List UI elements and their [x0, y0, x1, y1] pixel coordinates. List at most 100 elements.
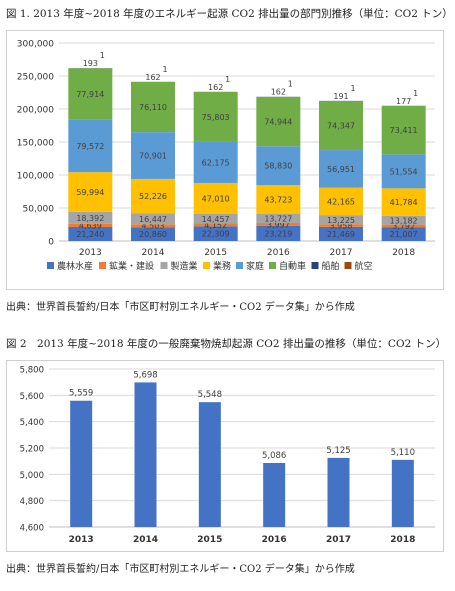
data-label: 13,225 — [327, 216, 355, 225]
data-label: 4,503 — [142, 222, 165, 231]
data-label: 18,392 — [76, 214, 104, 223]
bar-segment — [131, 81, 175, 133]
data-label: 21,240 — [76, 230, 104, 239]
legend-swatch — [311, 262, 319, 269]
data-label: 62,175 — [202, 158, 230, 167]
x-tick-label: 2017 — [330, 248, 353, 258]
bar-segment — [131, 227, 175, 241]
data-label: 16,447 — [139, 215, 167, 224]
stacked-bar-chart-svg: 0 50,000 100,000 150,000 200,000 250,000 300,0… — [17, 40, 435, 272]
bar-segment — [381, 224, 426, 228]
legend-swatch — [344, 262, 352, 269]
data-label: 21,007 — [390, 230, 418, 239]
data-label: 1 — [413, 89, 418, 98]
bar-segment — [193, 213, 238, 224]
bar-segment — [381, 227, 426, 241]
data-label: 5,698 — [133, 370, 157, 380]
data-label: 43,723 — [264, 196, 292, 205]
bar — [327, 457, 350, 527]
bar-segment — [68, 223, 113, 227]
legend-swatch — [99, 262, 106, 269]
legend-swatch — [236, 262, 243, 269]
figure-2-title: 図 2 2013 年度~2018 年度の一般廃棄物焼却起源 CO2 排出量の推移… — [6, 338, 447, 350]
data-label: 3,997 — [267, 220, 290, 229]
x-tick-label: 2018 — [390, 535, 415, 545]
x-tick-label: 2014 — [133, 535, 158, 545]
data-label: 5,559 — [69, 389, 93, 399]
bar — [70, 400, 93, 527]
bar-segment — [68, 211, 113, 224]
data-label: 77,914 — [76, 90, 104, 99]
bar-segment — [131, 224, 175, 228]
bar-segment — [381, 154, 426, 189]
bar-segment — [319, 224, 363, 227]
x-tick-label: 2014 — [142, 248, 165, 258]
bar-segment — [131, 213, 175, 225]
data-label: 4,639 — [79, 221, 102, 230]
bar-segment — [68, 172, 113, 212]
bar-segment — [193, 182, 238, 214]
data-label: 14,457 — [202, 215, 230, 224]
bar — [198, 402, 221, 527]
data-label: 21,469 — [327, 230, 355, 239]
x-tick-label: 2018 — [392, 248, 415, 258]
data-label: 5,086 — [262, 451, 286, 461]
bar-segment — [319, 150, 363, 188]
data-label: 191 — [333, 92, 348, 101]
data-label: 13,182 — [390, 216, 418, 225]
data-label: 58,830 — [264, 162, 292, 171]
legend-label: 業務 — [213, 260, 231, 272]
sector-emissions-stacked-bar-chart: 0 50,000 100,000 150,000 200,000 250,000 300,0… — [6, 30, 444, 290]
x-tick-label: 2013 — [79, 248, 102, 258]
bar-segment — [319, 215, 363, 225]
data-label: 3,958 — [330, 222, 353, 231]
data-label: 76,110 — [139, 103, 167, 112]
y-tick-label: 4,800 — [20, 497, 44, 507]
bar-segment — [319, 101, 363, 151]
data-label: 1 — [288, 80, 293, 89]
waste-incineration-bar-chart: 4,600 4,800 5,000 5,200 5,400 5,600 5,800 5,559… — [6, 360, 444, 552]
bar-segment — [381, 188, 426, 216]
data-label: 4,152 — [204, 221, 227, 230]
data-label: 1 — [162, 65, 167, 74]
data-label: 162 — [208, 83, 223, 92]
figure-1-source: 出典：世界首長誓約/日本「市区町村別エネルギー・CO2 データ集」から作成 — [6, 302, 355, 313]
data-label: 5,110 — [391, 448, 415, 458]
x-tick-label: 2017 — [326, 535, 351, 545]
legend-label: 製造業 — [171, 260, 198, 272]
data-label: 5,125 — [326, 446, 350, 456]
bar — [391, 459, 414, 527]
bar-segment — [68, 68, 113, 120]
legend-label: 家庭 — [246, 260, 264, 272]
bar-segment — [256, 146, 301, 186]
y-tick-label: 5,800 — [20, 366, 44, 376]
legend-swatch — [160, 262, 168, 269]
data-label: 162 — [271, 88, 286, 97]
figure-2-source: 出典：世界首長誓約/日本「市区町村別エネルギー・CO2 データ集」から作成 — [6, 564, 355, 575]
data-label: 56,951 — [327, 165, 355, 174]
data-label: 42,165 — [327, 198, 355, 207]
x-tick-label: 2016 — [262, 535, 287, 545]
bar-segment — [193, 223, 238, 227]
data-label: 13,727 — [264, 215, 292, 224]
y-tick-label: 0 — [48, 238, 54, 248]
data-label: 52,226 — [139, 192, 167, 201]
y-tick-label: 100,000 — [17, 172, 54, 182]
y-tick-label: 5,600 — [20, 392, 44, 402]
x-tick-label: 2016 — [267, 248, 290, 258]
data-label: 59,994 — [76, 188, 104, 197]
y-tick-label: 300,000 — [17, 40, 54, 50]
bar-segment — [131, 178, 175, 214]
data-label: 177 — [396, 97, 411, 106]
bar-segment — [256, 96, 301, 147]
data-label: 79,572 — [76, 142, 104, 151]
legend-label: 船舶 — [322, 260, 340, 272]
legend-label: 航空 — [355, 260, 373, 272]
legend-label: 自動車 — [279, 260, 306, 272]
bar-segment — [319, 187, 363, 216]
legend-label: 鉱業・建設 — [109, 260, 154, 272]
data-label: 3,792 — [392, 222, 415, 231]
y-tick-label: 5,400 — [20, 418, 44, 428]
data-label: 70,901 — [139, 152, 167, 161]
y-tick-label: 4,600 — [20, 524, 44, 534]
